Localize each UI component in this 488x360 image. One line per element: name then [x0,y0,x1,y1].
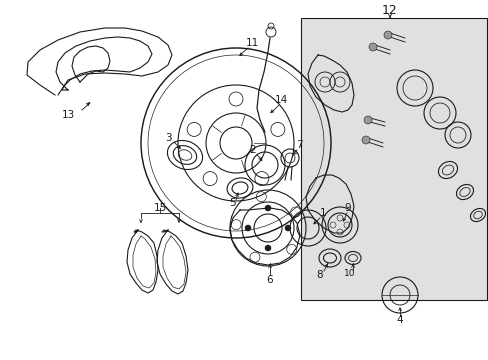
Text: 14: 14 [274,95,287,105]
Text: 9: 9 [344,203,350,213]
Text: 2: 2 [249,145,256,155]
Text: 1: 1 [319,208,325,218]
Text: 10: 10 [344,269,355,278]
Text: 3: 3 [164,133,171,143]
Circle shape [285,225,290,231]
Circle shape [361,136,369,144]
Circle shape [264,245,270,251]
Circle shape [383,31,391,39]
Text: 4: 4 [396,315,403,325]
Circle shape [244,225,250,231]
Text: 7: 7 [295,140,302,150]
Circle shape [363,116,371,124]
Text: 8: 8 [316,270,323,280]
Text: 12: 12 [381,4,397,17]
Bar [301,18,486,300]
Text: 6: 6 [266,275,273,285]
Circle shape [368,43,376,51]
Circle shape [264,205,270,211]
Text: 11: 11 [245,38,258,48]
Text: 5: 5 [228,198,235,208]
Text: 13: 13 [61,110,75,120]
Text: 15: 15 [153,203,166,213]
